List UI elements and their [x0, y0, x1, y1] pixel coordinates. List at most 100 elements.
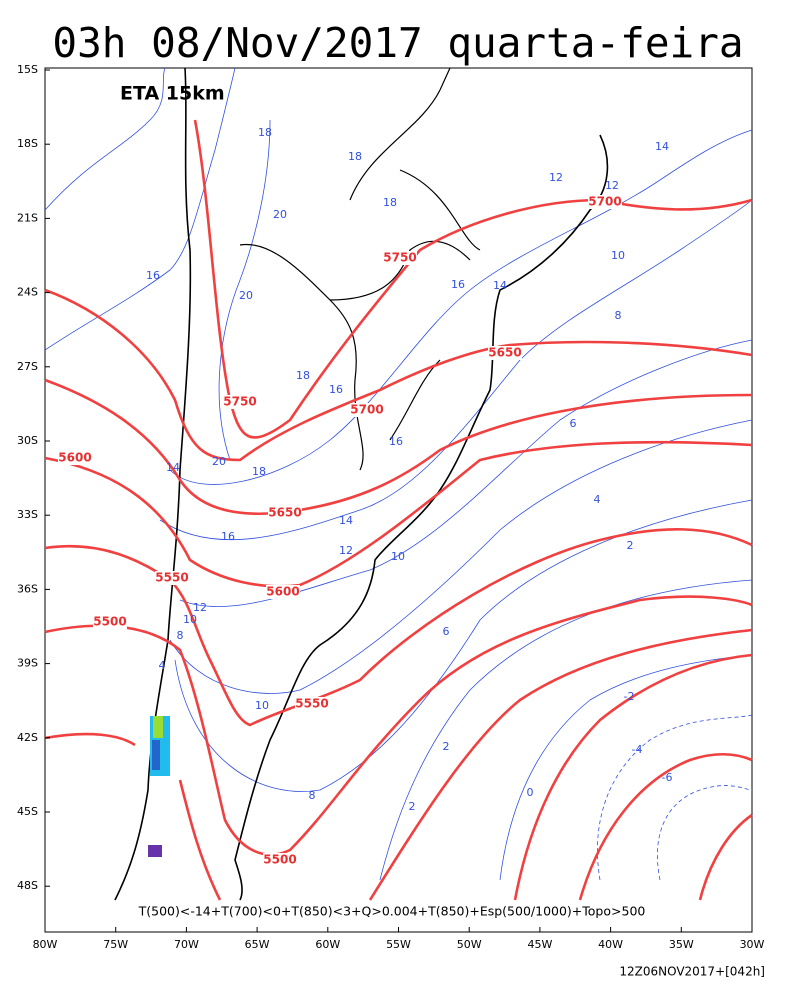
- lat-label: 27S: [17, 360, 38, 373]
- thickness-label: 5500: [93, 615, 126, 629]
- temperature-label: 2: [627, 539, 634, 552]
- footer-text: 12Z06NOV2017+[042h]: [619, 965, 765, 979]
- lat-label: 48S: [17, 879, 38, 892]
- lon-label: 80W: [33, 938, 58, 951]
- temperature-label: 4: [159, 659, 166, 672]
- thickness-label: 5650: [268, 506, 301, 520]
- temperature-label: 4: [594, 493, 601, 506]
- thickness-contour: [44, 595, 753, 856]
- temperature-label: 10: [391, 550, 405, 563]
- lon-label: 65W: [245, 938, 270, 951]
- temperature-label: 16: [451, 278, 465, 291]
- lat-label: 24S: [17, 286, 38, 299]
- lon-label: 70W: [174, 938, 199, 951]
- coast-west: [114, 67, 192, 901]
- temperature-label: 12: [339, 544, 353, 557]
- thickness-label: 5550: [295, 697, 328, 711]
- lon-label: 30W: [740, 938, 765, 951]
- temperature-label: 14: [655, 140, 669, 153]
- label-bg: [266, 585, 300, 599]
- temperature-label: 16: [329, 383, 343, 396]
- label-bg: [155, 571, 189, 585]
- lat-label: 33S: [17, 508, 38, 521]
- lon-label: 35W: [669, 938, 694, 951]
- temperature-label: 14: [166, 461, 180, 474]
- lat-label: 45S: [17, 805, 38, 818]
- label-bg: [263, 853, 297, 867]
- temp-contour: [379, 579, 753, 881]
- label-bg: [268, 506, 302, 520]
- temp-contour: [499, 654, 753, 881]
- thickness-label: 5550: [155, 571, 188, 585]
- temp-contour: [179, 339, 753, 607]
- temperature-label: 14: [493, 279, 507, 292]
- temp-contour: [169, 419, 753, 694]
- temperature-label: 6: [570, 417, 577, 430]
- temperature-label: -4: [632, 743, 643, 756]
- temp-contour: [597, 714, 753, 881]
- lat-label: 42S: [17, 731, 38, 744]
- shaded-area: [153, 716, 163, 738]
- temperature-label: 18: [296, 369, 310, 382]
- thickness-label: 5750: [383, 251, 416, 265]
- lon-label: 60W: [315, 938, 340, 951]
- temperature-label: 12: [549, 171, 563, 184]
- temperature-label: 0: [527, 786, 534, 799]
- temperature-label: 2: [443, 740, 450, 753]
- shaded-area: [148, 845, 162, 857]
- lat-label: 30S: [17, 434, 38, 447]
- thickness-contour: [44, 288, 753, 462]
- legend-text: T(500)<-14+T(700)<0+T(850)<3+Q>0.004+T(8…: [138, 904, 646, 919]
- label-bg: [223, 395, 257, 409]
- thickness-contour: [44, 732, 222, 901]
- lon-label: 45W: [527, 938, 552, 951]
- thickness-label: 5750: [223, 395, 256, 409]
- temperature-label: 20: [212, 455, 226, 468]
- temperature-label: 14: [339, 514, 353, 527]
- model-label: ETA 15km: [120, 83, 225, 105]
- temperature-label: 10: [183, 613, 197, 626]
- label-bg: [350, 403, 384, 417]
- lat-label: 36S: [17, 582, 38, 595]
- thickness-label: 5600: [266, 585, 299, 599]
- temperature-label: 8: [615, 309, 622, 322]
- temperature-label: 10: [255, 699, 269, 712]
- temp-contour: [218, 119, 271, 461]
- thickness-contour: [368, 628, 753, 901]
- temperature-label: 20: [273, 208, 287, 221]
- temperature-label: 16: [221, 530, 235, 543]
- label-bg: [488, 346, 522, 360]
- thickness-label: 5600: [58, 451, 91, 465]
- lat-label: 15S: [17, 63, 38, 76]
- label-bg: [383, 251, 417, 265]
- thickness-label: 5700: [588, 195, 621, 209]
- temperature-label: 6: [443, 625, 450, 638]
- thickness-label: 5700: [350, 403, 383, 417]
- temperature-label: 18: [383, 196, 397, 209]
- temperature-label: 20: [239, 289, 253, 302]
- thickness-contour: [44, 440, 753, 588]
- temperature-label: 16: [389, 435, 403, 448]
- thickness-contour: [44, 378, 753, 516]
- label-bg: [588, 195, 622, 209]
- temperature-label: -6: [662, 771, 673, 784]
- temp-contour: [657, 785, 753, 881]
- temperature-label: 2: [409, 800, 416, 813]
- map-title: 03h 08/Nov/2017 quarta-feira: [52, 19, 743, 67]
- lat-label: 18S: [17, 137, 38, 150]
- label-bg: [58, 451, 92, 465]
- temperature-label: 18: [252, 465, 266, 478]
- label-bg: [93, 615, 127, 629]
- temperature-label: 16: [146, 269, 160, 282]
- coastline: [114, 67, 609, 901]
- lon-label: 40W: [598, 938, 623, 951]
- temperature-label: 10: [611, 249, 625, 262]
- lat-label: 21S: [17, 211, 38, 224]
- temperature-label: 12: [605, 179, 619, 192]
- temperature-label: 8: [309, 789, 316, 802]
- temp-contour: [169, 129, 753, 485]
- thickness-label: 5650: [488, 346, 521, 360]
- temp-contour: [44, 67, 166, 211]
- temperature-label: 18: [348, 150, 362, 163]
